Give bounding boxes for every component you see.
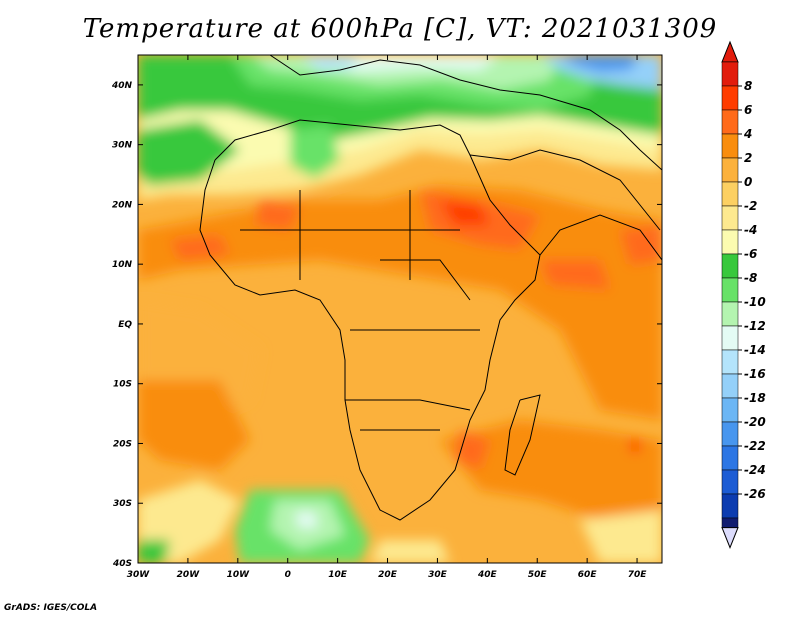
colorbar-bottom-arrow (721, 527, 739, 549)
colorbar-swatch (721, 229, 739, 255)
colorbar-label: -22 (744, 439, 766, 453)
colorbar-swatch (721, 349, 739, 375)
colorbar-label: -20 (744, 415, 766, 429)
y-tick-label: 40N (111, 81, 133, 91)
y-tick-label: 40S (112, 559, 132, 569)
colorbar-swatch (721, 493, 739, 519)
colorbar-swatch (721, 61, 739, 87)
colorbar-label: -2 (744, 199, 757, 213)
y-tick-label: 30S (113, 499, 132, 509)
x-tick-label: 40E (477, 570, 498, 580)
colorbar-label: -8 (744, 271, 757, 285)
colorbar-label: 2 (744, 151, 752, 165)
x-tick-label: 30W (127, 570, 151, 580)
y-tick-label: 10N (112, 260, 133, 270)
colorbar-swatch (721, 109, 739, 135)
temperature-field (138, 55, 662, 563)
credit-label: GrADS: IGES/COLA (4, 603, 98, 613)
colorbar-swatch (721, 517, 739, 528)
colorbar-swatch (721, 205, 739, 231)
y-tick-label: 30N (112, 141, 133, 151)
y-tick-label: 10S (113, 380, 132, 390)
x-tick-label: 0 (285, 570, 291, 580)
x-tick-label: 20W (177, 570, 201, 580)
colorbar-label: -12 (744, 319, 766, 333)
colorbar-label: 6 (744, 103, 752, 117)
y-tick-label: EQ (118, 320, 132, 330)
colorbar: 8 6 4 2 0 -2 -4 -6 -8 -10 -12 -14 -16 -18 -20 -22 -24 -26 (721, 40, 766, 549)
x-tick-label: 20E (378, 570, 398, 580)
colorbar-swatch (721, 277, 739, 303)
colorbar-swatch (721, 133, 739, 159)
colorbar-label: 4 (743, 127, 752, 141)
map-frame (137, 54, 663, 564)
y-tick-label: 20S (113, 439, 132, 449)
colorbar-swatch (721, 373, 739, 399)
x-axis: 30W 20W 10W 0 10E 20E 30E 40E 50E 60E 70E (127, 55, 647, 580)
colorbar-label: -14 (744, 343, 766, 357)
map-title: Temperature at 600hPa [C], VT: 202103130… (82, 14, 718, 44)
colorbar-label: -18 (744, 391, 766, 405)
colorbar-label: -24 (744, 463, 766, 477)
colorbar-swatch (721, 253, 739, 279)
colorbar-label: -6 (744, 247, 757, 261)
colorbar-swatch (721, 421, 739, 447)
y-axis: 40N 30N 20N 10N EQ 10S 20S 30S 40S (111, 81, 662, 569)
colorbar-label: -4 (744, 223, 757, 237)
colorbar-swatch (721, 301, 739, 327)
coastlines (199, 55, 662, 521)
colorbar-swatch (721, 157, 739, 183)
colorbar-swatch (721, 397, 739, 423)
colorbar-label: -16 (744, 367, 766, 381)
colorbar-label: 8 (744, 79, 752, 93)
x-tick-label: 50E (528, 570, 548, 580)
colorbar-swatch (721, 445, 739, 471)
x-tick-label: 60E (578, 570, 598, 580)
x-tick-label: 70E (628, 570, 648, 580)
x-tick-label: 10E (328, 570, 348, 580)
x-tick-label: 30E (428, 570, 448, 580)
y-tick-label: 20N (112, 200, 133, 210)
colorbar-swatch (721, 325, 739, 351)
colorbar-swatch (721, 469, 739, 495)
colorbar-swatch (721, 181, 739, 207)
colorbar-label: -10 (744, 295, 766, 309)
colorbar-label: -26 (744, 487, 766, 501)
colorbar-swatch (721, 85, 739, 111)
colorbar-top-arrow (721, 40, 739, 63)
colorbar-label: 0 (744, 175, 752, 189)
x-tick-label: 10W (227, 570, 251, 580)
